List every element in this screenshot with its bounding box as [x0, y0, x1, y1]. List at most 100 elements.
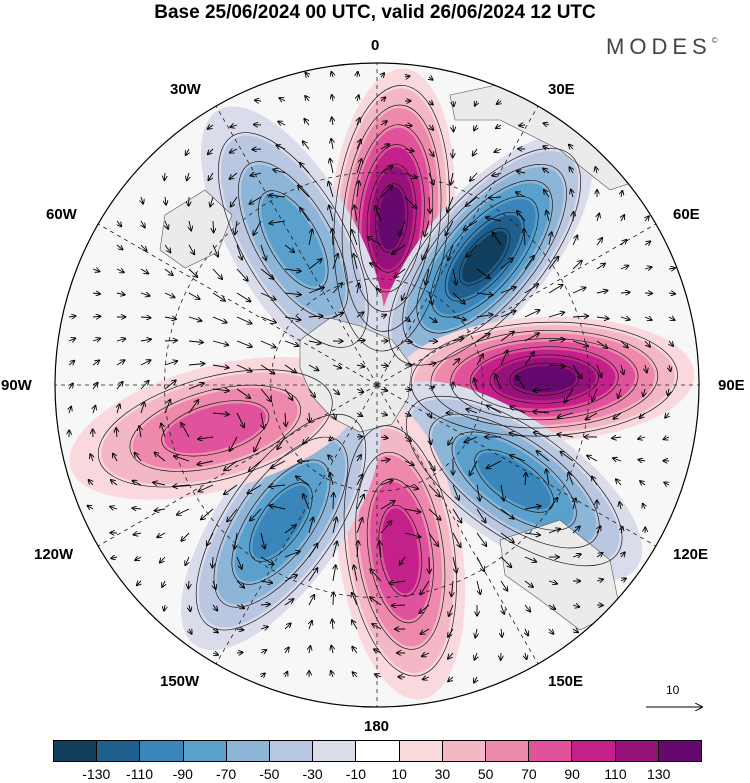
wind-vector [419, 604, 430, 613]
wind-vector [500, 556, 511, 567]
wind-vector [132, 508, 142, 509]
wind-vector [546, 469, 549, 486]
wind-vector [548, 605, 555, 609]
meridian-line [376, 384, 657, 547]
wind-vector [260, 581, 272, 583]
wind-vector [638, 437, 646, 439]
colorbar-swatch-3 [183, 741, 227, 761]
wind-vector [333, 592, 334, 606]
lon-label-90e: 90E [718, 377, 745, 394]
wind-vector [621, 364, 624, 374]
wind-vector [139, 426, 141, 438]
wind-vector [392, 605, 406, 606]
contour-line [218, 132, 369, 348]
colorbar-tick-label: -10 [345, 766, 366, 782]
lon-label-60e: 60E [673, 206, 700, 223]
wind-vector [596, 238, 602, 246]
wind-vector [284, 293, 301, 295]
wind-vector [92, 316, 100, 317]
wind-vector [572, 364, 582, 378]
wind-vector [332, 117, 333, 126]
wind-vector [165, 196, 166, 205]
contour-line [469, 346, 619, 412]
wind-vector [164, 317, 176, 319]
wind-vector [236, 629, 243, 630]
wind-vector [357, 72, 358, 78]
wind-vector [475, 628, 477, 638]
wind-vector [212, 316, 227, 323]
wind-vector [548, 285, 563, 294]
wind-vector [212, 268, 222, 279]
wind-vector [189, 629, 192, 634]
wind-vector [356, 340, 365, 341]
wind-vector [448, 628, 454, 637]
wind-vector [429, 413, 431, 418]
wind-vector [141, 402, 144, 414]
wind-vector [452, 532, 461, 547]
wind-vector [596, 340, 607, 348]
anomaly-contour-fill [261, 193, 326, 287]
wind-vector [428, 316, 437, 322]
wind-vector [644, 241, 650, 245]
wind-vector [260, 604, 270, 605]
wind-vector [470, 172, 478, 181]
anomaly-contour-fill [477, 452, 551, 510]
wind-vector [329, 437, 333, 441]
wind-vector [260, 316, 276, 323]
wind-vector [596, 553, 603, 557]
anomaly-contour-lines [97, 369, 333, 488]
wind-vector [230, 149, 238, 153]
wind-vector [356, 365, 364, 367]
meridian-line [376, 223, 657, 386]
wind-vector [381, 73, 384, 77]
anomaly-contour-fill [512, 366, 576, 393]
wind-vector [308, 518, 313, 534]
wind-vector [276, 145, 286, 149]
wind-vector [375, 674, 382, 677]
wind-vector [492, 173, 502, 176]
wind-vector [525, 473, 526, 486]
wind-vector [381, 97, 385, 101]
wind-vector [230, 436, 238, 451]
wind-vector [596, 317, 609, 319]
wind-vector [332, 517, 337, 534]
wind-vector [113, 454, 118, 462]
wind-vector [445, 220, 454, 235]
wind-vector [500, 258, 513, 270]
meridian-line [215, 105, 378, 386]
anomaly-contour-fill [164, 403, 266, 454]
wind-vector [236, 580, 244, 588]
wind-vector [213, 629, 218, 633]
wind-vector [133, 481, 142, 486]
wind-vector [303, 141, 310, 150]
colorbar-swatch-11 [529, 741, 573, 761]
wind-vector [524, 310, 540, 318]
wind-vector [474, 379, 477, 390]
wind-vector [235, 220, 237, 234]
wind-vector [404, 196, 416, 208]
meridian-line [376, 384, 539, 665]
wind-vector [134, 533, 142, 535]
wind-vector [543, 146, 550, 149]
wind-vector [116, 293, 125, 295]
lon-label-60w: 60W [46, 206, 77, 223]
colorbar-swatch-13 [615, 741, 659, 761]
wind-vector [466, 244, 478, 257]
wind-vector [596, 579, 603, 581]
wind-vector [88, 506, 94, 509]
wind-vector [425, 268, 430, 285]
wind-vector [230, 125, 238, 127]
wind-vector [516, 192, 526, 198]
wind-vector [549, 628, 554, 634]
wind-vector [525, 652, 527, 659]
wind-vector [155, 453, 166, 462]
wind-vector [269, 506, 286, 510]
meridian-line [376, 105, 539, 386]
wind-vector [357, 181, 359, 198]
wind-vector [668, 268, 675, 269]
wind-vector [357, 455, 361, 462]
wind-vector [405, 76, 410, 77]
wind-vector [177, 508, 190, 515]
wind-vector [399, 220, 406, 236]
wind-vector [164, 292, 175, 297]
